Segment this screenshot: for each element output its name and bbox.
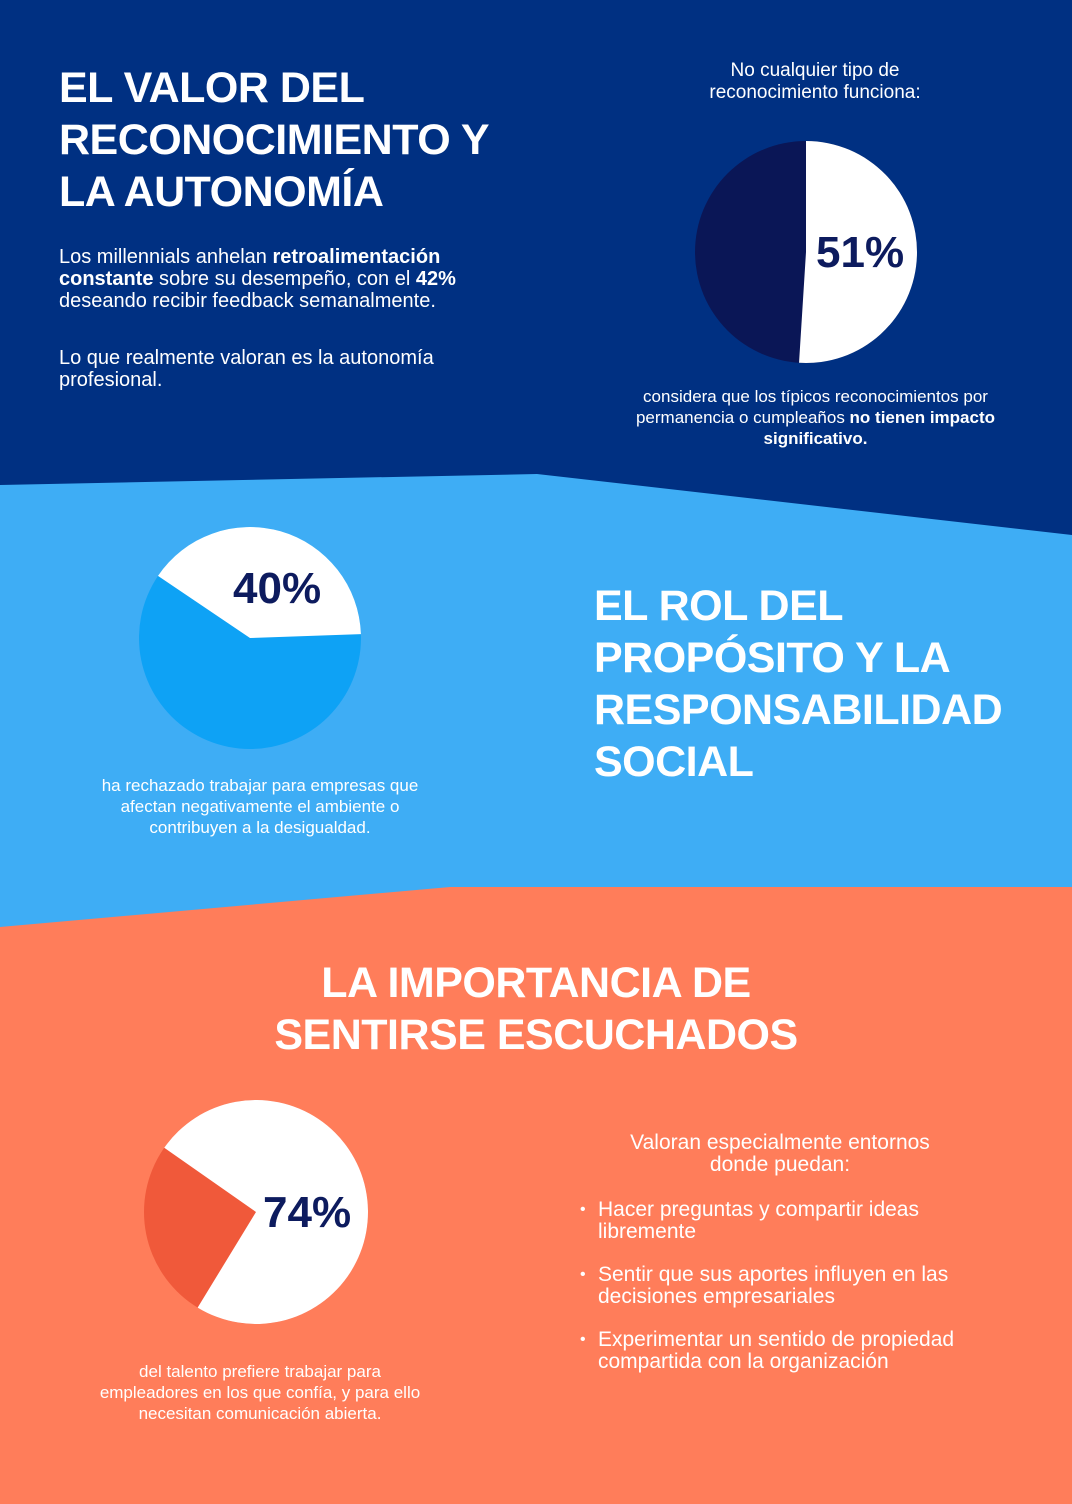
section1-paragraph: Los millennials anhelan retroalimentació…	[59, 246, 509, 312]
list-item: Hacer preguntas y compartir ideas librem…	[580, 1199, 980, 1243]
list-item: Sentir que sus aportes influyen en las d…	[580, 1264, 980, 1308]
text: Los millennials anhelan	[59, 246, 273, 268]
pie2-caption: ha rechazado trabajar para empresas que …	[101, 776, 419, 837]
section1-paragraph2: Lo que realmente valoran es la autonomía…	[59, 347, 434, 391]
navy-section-bg	[0, 0, 1072, 535]
pie2-label: 40%	[233, 564, 322, 613]
text: deseando recibir feedback semanalmente.	[59, 290, 436, 312]
section3-title: La importancia de sentirse escuchados	[0, 957, 1072, 1061]
pie3-value-slice	[164, 1100, 369, 1325]
list-intro: Valoran especialmente entornos donde pue…	[630, 1131, 930, 1176]
section1-title: El valor del reconocimiento y la autonom…	[59, 64, 489, 216]
emphasis: retroalimentación constante	[59, 246, 441, 290]
pie3-caption: del talento prefiere trabajar para emple…	[99, 1362, 421, 1423]
pie1-caption: considera que los típicos reconocimiento…	[628, 386, 1003, 449]
emphasis: 42%	[415, 268, 456, 290]
pie2-value-slice	[157, 527, 361, 638]
list-item: Experimentar un sentido de propiedad com…	[580, 1329, 980, 1373]
emphasis: no tienen impacto significativo.	[763, 408, 996, 448]
pie1-label: 51%	[816, 228, 905, 277]
section2-title: El rol del propósito y la responsabilida…	[594, 582, 1003, 786]
pie3-label: 74%	[263, 1188, 352, 1237]
pie1-caption-top: No cualquier tipo de reconocimiento func…	[709, 60, 921, 103]
values-list: Hacer preguntas y compartir ideas librem…	[580, 1199, 980, 1394]
title-line: La importancia de	[321, 959, 751, 1007]
text: considera que los típicos reconocimiento…	[635, 387, 988, 427]
pie1-value-slice	[799, 141, 917, 363]
title-line: sentirse escuchados	[274, 1011, 798, 1059]
text: sobre su desempeño, con el	[153, 268, 416, 290]
